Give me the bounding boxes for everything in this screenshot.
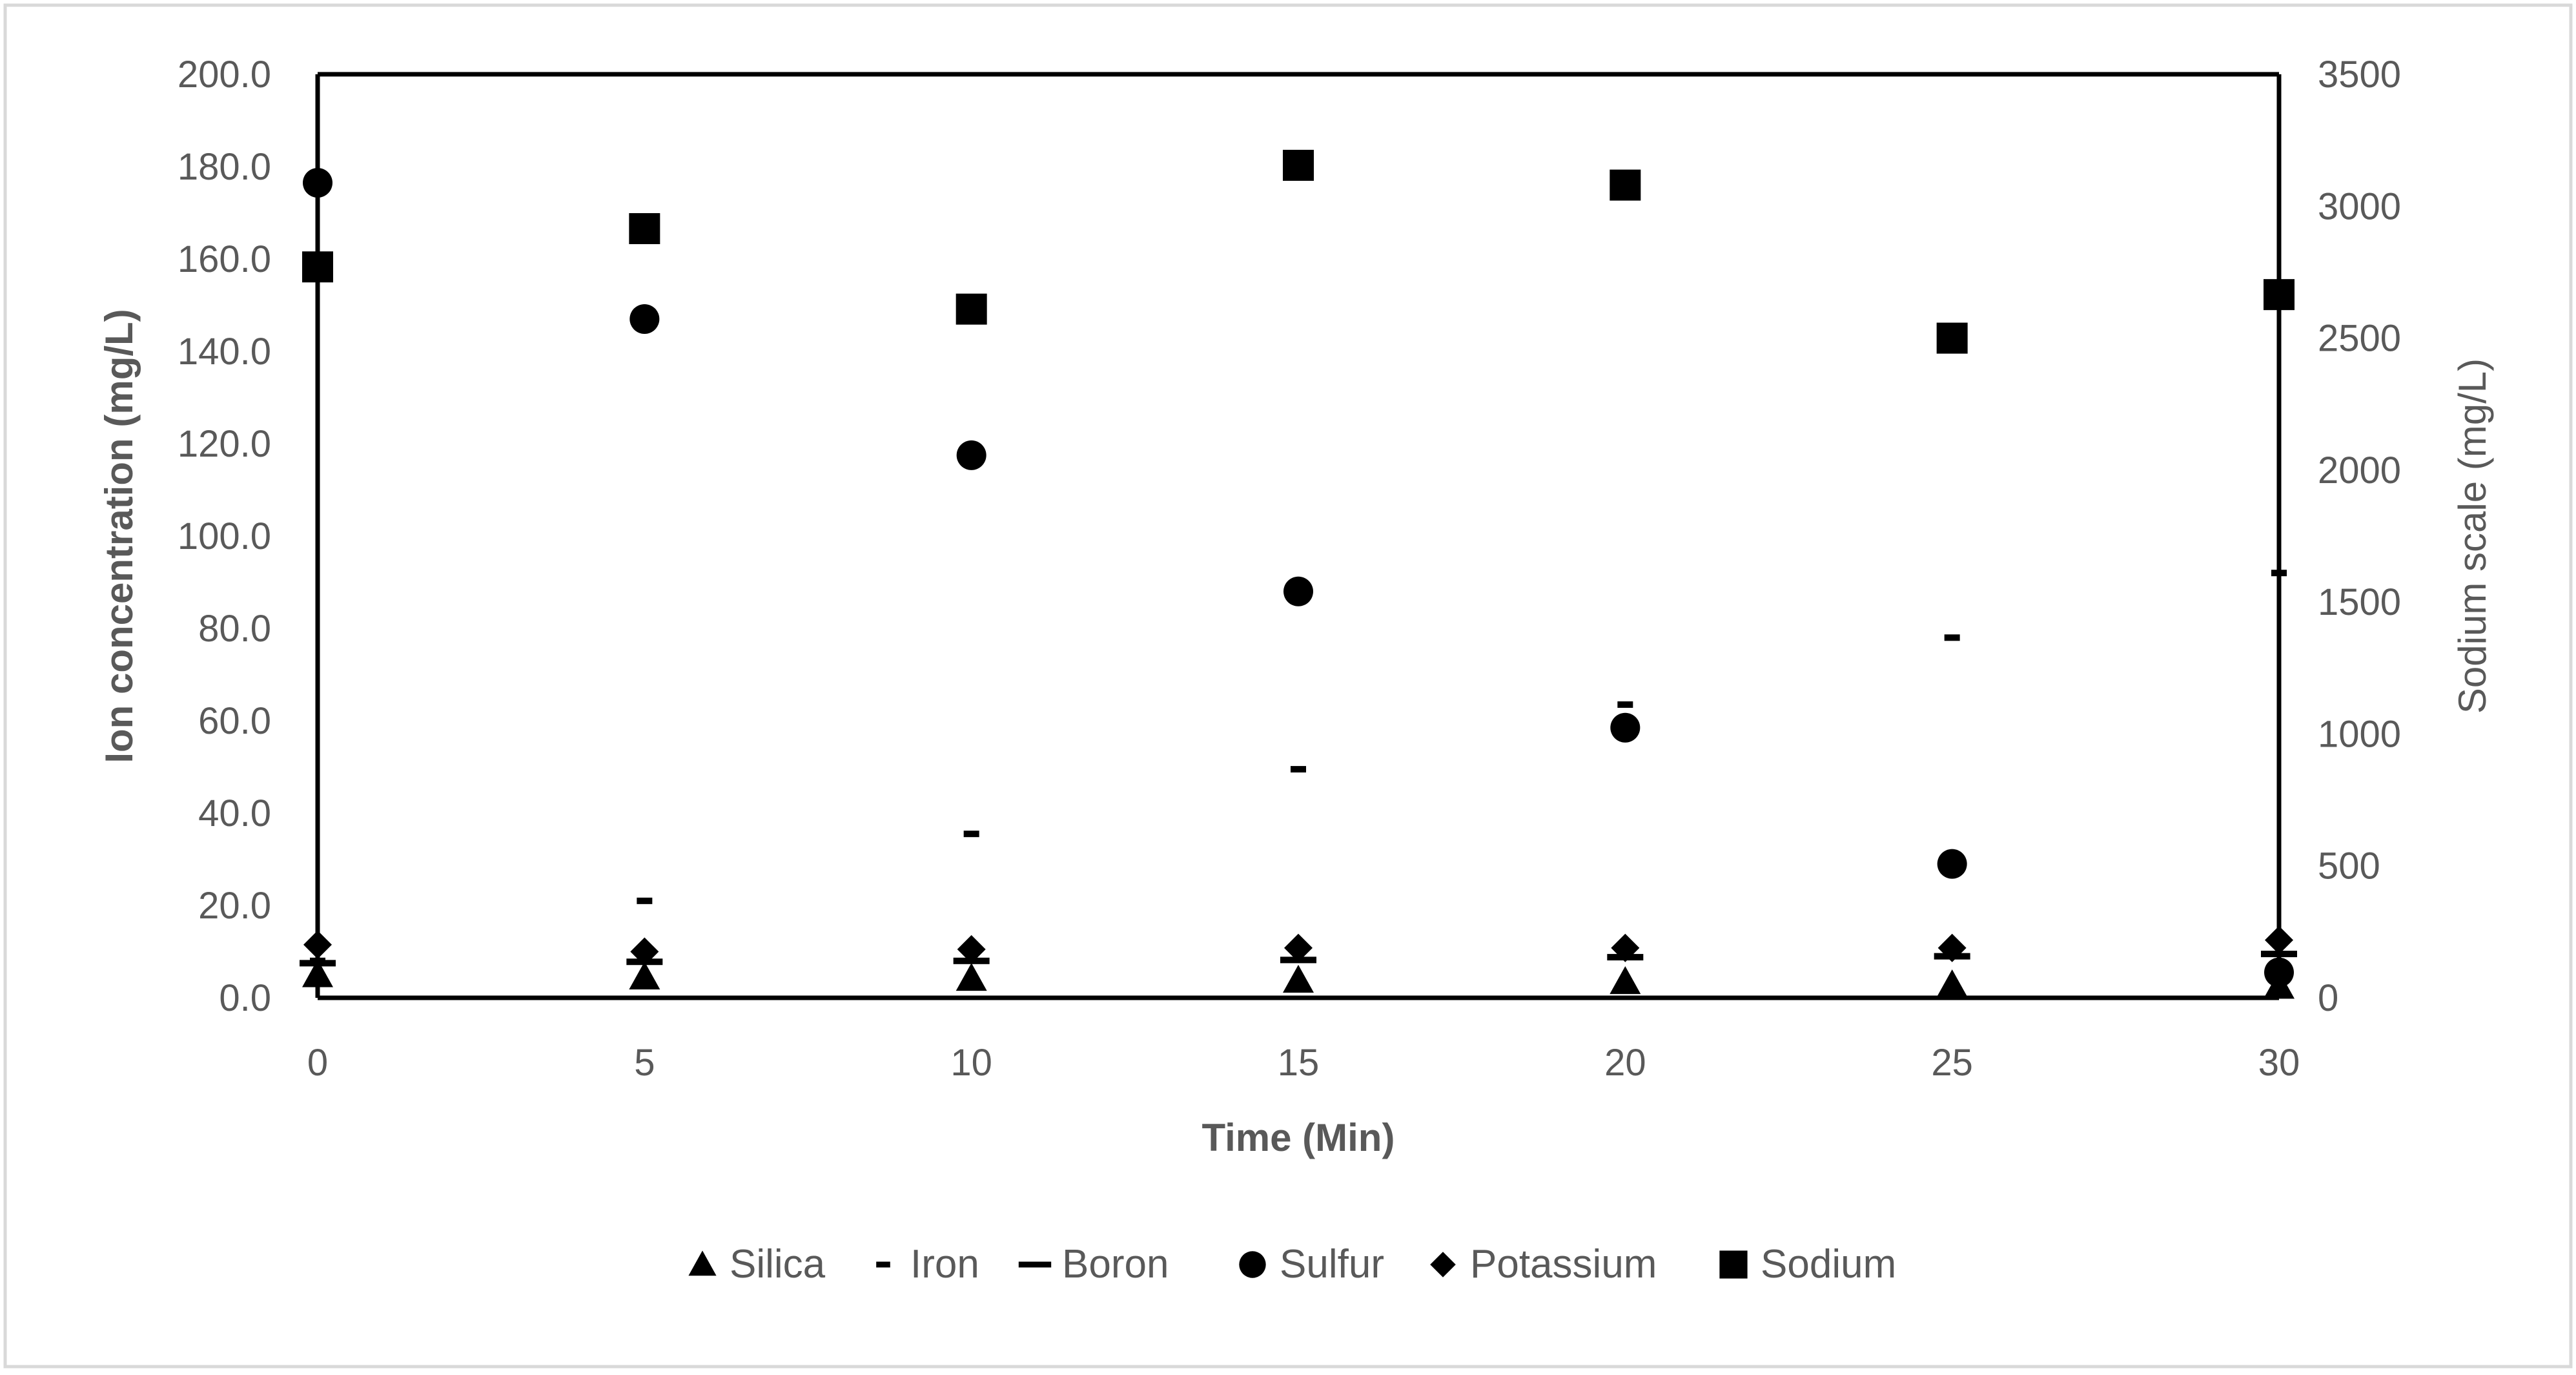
legend-item-sodium: Sodium bbox=[1719, 1242, 1896, 1287]
potassium-point bbox=[2265, 925, 2293, 955]
iron-point bbox=[1617, 701, 1633, 708]
boron-point bbox=[300, 960, 336, 967]
series-silica bbox=[302, 959, 2295, 999]
legend-sulfur-label: Sulfur bbox=[1280, 1242, 1384, 1287]
silica-point bbox=[1610, 966, 1641, 995]
x-tick-label: 20 bbox=[1604, 1042, 1646, 1084]
legend-item-sulfur: Sulfur bbox=[1239, 1242, 1384, 1287]
legend-potassium-marker bbox=[1430, 1252, 1456, 1277]
legend-silica-marker bbox=[688, 1250, 717, 1276]
y-tick-label: 100.0 bbox=[178, 515, 271, 557]
legend-item-iron: Iron bbox=[876, 1242, 979, 1287]
sulfur-point bbox=[1610, 712, 1641, 743]
series-sodium bbox=[302, 149, 2295, 354]
y2-tick-label: 3500 bbox=[2318, 54, 2401, 96]
silica-point bbox=[629, 961, 660, 990]
y2-tick-label: 1000 bbox=[2318, 713, 2401, 755]
potassium-point bbox=[1611, 933, 1640, 962]
silica-point bbox=[956, 962, 987, 991]
sulfur-point bbox=[956, 440, 986, 470]
legend-item-silica: Silica bbox=[688, 1242, 826, 1287]
sodium-point bbox=[1610, 169, 1641, 201]
legend-sulfur-marker bbox=[1239, 1251, 1266, 1278]
legend-sodium-label: Sodium bbox=[1761, 1242, 1896, 1287]
y-tick-label: 160.0 bbox=[178, 238, 271, 280]
legend-boron-marker bbox=[1018, 1261, 1052, 1268]
chart-border bbox=[3, 3, 2573, 1369]
y2-tick-label: 2500 bbox=[2318, 318, 2401, 360]
x-tick-label: 0 bbox=[307, 1042, 328, 1084]
y-tick-label: 20.0 bbox=[198, 885, 271, 927]
iron-point bbox=[963, 831, 979, 838]
y-tick-label: 80.0 bbox=[198, 608, 271, 650]
y2-tick-label: 1500 bbox=[2318, 581, 2401, 623]
y-tick-label: 180.0 bbox=[178, 146, 271, 188]
potassium-point bbox=[1284, 933, 1313, 962]
y-tick-label: 60.0 bbox=[198, 700, 271, 742]
x-tick-label: 5 bbox=[634, 1042, 655, 1084]
legend-sodium-marker bbox=[1719, 1250, 1748, 1279]
x-tick-label: 25 bbox=[1931, 1042, 1973, 1084]
y2-tick-label: 3000 bbox=[2318, 185, 2401, 227]
y2-tick-label: 500 bbox=[2318, 845, 2380, 887]
series-sulfur bbox=[303, 168, 2294, 987]
silica-point bbox=[1936, 969, 1968, 998]
y-tick-label: 200.0 bbox=[178, 54, 271, 96]
y2-axis-title: Sodium scale (mg/L) bbox=[2451, 358, 2494, 714]
iron-point bbox=[637, 897, 653, 904]
legend-iron-label: Iron bbox=[910, 1242, 979, 1287]
y-tick-label: 140.0 bbox=[178, 331, 271, 373]
sulfur-point bbox=[1937, 849, 1967, 879]
y-tick-label: 120.0 bbox=[178, 423, 271, 465]
x-tick-label: 15 bbox=[1278, 1042, 1320, 1084]
iron-point bbox=[1944, 634, 1960, 641]
legend-item-potassium: Potassium bbox=[1430, 1242, 1657, 1287]
potassium-point bbox=[1937, 933, 1967, 962]
sulfur-point bbox=[2264, 957, 2294, 987]
x-tick-label: 30 bbox=[2258, 1042, 2300, 1084]
sulfur-point bbox=[303, 168, 332, 198]
y-axis-title: Ion concentration (mg/L) bbox=[97, 309, 141, 763]
sodium-point bbox=[2264, 279, 2295, 311]
iron-point bbox=[1291, 766, 1306, 773]
x-tick-label: 10 bbox=[950, 1042, 992, 1084]
sodium-point bbox=[302, 251, 333, 283]
legend-boron-label: Boron bbox=[1062, 1242, 1169, 1287]
legend-item-boron: Boron bbox=[1018, 1242, 1169, 1287]
legend-iron-marker bbox=[876, 1261, 890, 1268]
iron-point bbox=[2271, 570, 2287, 577]
sodium-point bbox=[956, 293, 987, 325]
y-tick-label: 0.0 bbox=[219, 977, 271, 1019]
silica-point bbox=[1283, 964, 1314, 993]
x-axis-title: Time (Min) bbox=[1202, 1116, 1395, 1159]
y2-tick-label: 2000 bbox=[2318, 450, 2401, 491]
sodium-point bbox=[629, 213, 660, 245]
silica-point bbox=[302, 959, 333, 987]
legend-potassium-label: Potassium bbox=[1470, 1242, 1657, 1287]
potassium-point bbox=[630, 937, 659, 966]
legend-silica-label: Silica bbox=[730, 1242, 826, 1287]
sodium-point bbox=[1936, 322, 1968, 354]
sulfur-point bbox=[1283, 576, 1313, 606]
sulfur-point bbox=[629, 304, 660, 334]
sodium-point bbox=[1283, 149, 1314, 181]
series-potassium bbox=[303, 925, 2293, 966]
y-tick-label: 40.0 bbox=[198, 792, 271, 834]
potassium-point bbox=[957, 935, 986, 964]
y2-tick-label: 0 bbox=[2318, 977, 2338, 1019]
potassium-point bbox=[303, 930, 332, 959]
